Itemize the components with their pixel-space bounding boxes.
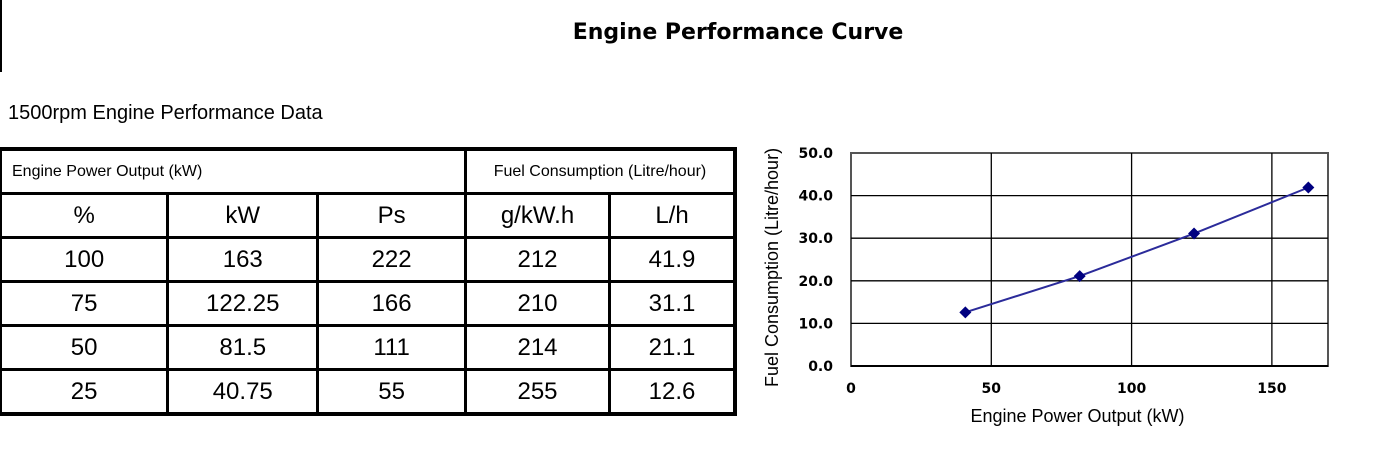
x-tick-label: 0 — [846, 381, 856, 397]
y-tick-label: 10.0 — [798, 316, 833, 332]
column-header: g/kW.h — [464, 192, 611, 239]
data-point — [1302, 181, 1315, 194]
data-point — [1188, 227, 1201, 240]
table-row: 75 122.25 166 210 31.1 — [0, 280, 737, 327]
table-cell: 41.9 — [608, 236, 737, 283]
table-cell: 40.75 — [166, 368, 320, 416]
table-row: 50 81.5 111 214 21.1 — [0, 324, 737, 371]
y-tick-label: 40.0 — [798, 189, 833, 205]
performance-table: Engine Power Output (kW) Fuel Consumptio… — [0, 147, 737, 416]
table-cell: 81.5 — [166, 324, 320, 371]
table-cell: 166 — [316, 280, 467, 327]
table-cell: 55 — [316, 368, 467, 416]
y-tick-label: 50.0 — [798, 146, 833, 162]
table-cell: 100 — [0, 236, 170, 283]
page-title: Engine Performance Curve — [572, 20, 904, 45]
table-title: 1500rpm Engine Performance Data — [8, 102, 323, 124]
column-header: Ps — [316, 192, 467, 239]
y-axis-label: Fuel Consumption (Litre/hour) — [762, 148, 782, 387]
plot-area — [850, 152, 1329, 367]
y-tick-label: 0.0 — [808, 359, 833, 375]
data-point — [1073, 270, 1086, 283]
group-header-power: Engine Power Output (kW) — [0, 147, 467, 195]
table-cell: 75 — [0, 280, 170, 327]
column-header-row: % kW Ps g/kW.h L/h — [0, 192, 737, 239]
table-cell: 12.6 — [608, 368, 737, 416]
x-axis-label: Engine Power Output (kW) — [970, 406, 1184, 426]
table-cell: 212 — [464, 236, 611, 283]
x-tick-label: 50 — [982, 381, 1002, 397]
group-header-row: Engine Power Output (kW) Fuel Consumptio… — [0, 147, 737, 195]
y-tick-label: 20.0 — [798, 274, 833, 290]
table-cell: 21.1 — [608, 324, 737, 371]
table-row: 25 40.75 55 255 12.6 — [0, 368, 737, 416]
group-header-fuel: Fuel Consumption (Litre/hour) — [464, 147, 737, 195]
table-cell: 222 — [316, 236, 467, 283]
column-header: kW — [166, 192, 320, 239]
table-cell: 25 — [0, 368, 170, 416]
column-header: % — [0, 192, 170, 239]
table-cell: 210 — [464, 280, 611, 327]
table-cell: 111 — [316, 324, 467, 371]
table-cell: 163 — [166, 236, 320, 283]
left-border — [0, 0, 2, 72]
x-tick-label: 100 — [1117, 381, 1146, 397]
y-tick-label: 30.0 — [798, 231, 833, 247]
series-line — [965, 186, 1309, 314]
column-header: L/h — [608, 192, 737, 239]
table-cell: 214 — [464, 324, 611, 371]
table-cell: 50 — [0, 324, 170, 371]
x-tick-label: 150 — [1257, 381, 1286, 397]
data-point — [959, 306, 972, 319]
table-cell: 255 — [464, 368, 611, 416]
table-cell: 31.1 — [608, 280, 737, 327]
table-row: 100 163 222 212 41.9 — [0, 236, 737, 283]
table-cell: 122.25 — [166, 280, 320, 327]
